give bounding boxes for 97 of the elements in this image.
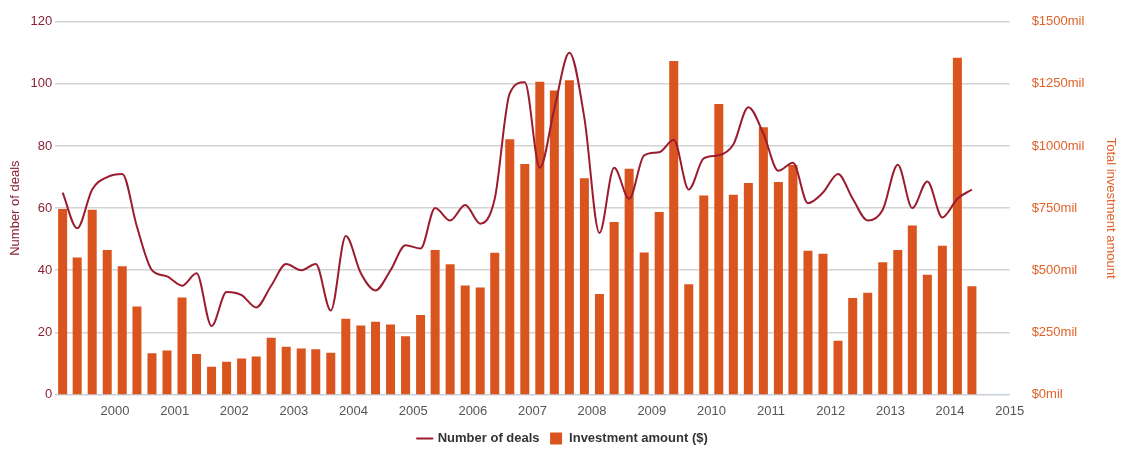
bar xyxy=(907,225,917,395)
bar xyxy=(609,222,619,395)
bar xyxy=(564,80,574,395)
y-tick-label: 40 xyxy=(37,261,53,277)
bar xyxy=(72,257,82,395)
bar xyxy=(490,252,500,395)
bar xyxy=(863,292,873,395)
x-tick-label: 2004 xyxy=(339,402,368,418)
x-tick-label: 2006 xyxy=(458,402,488,418)
y-tick-label: 100 xyxy=(30,75,53,91)
x-tick-label: 2014 xyxy=(935,402,965,418)
bar xyxy=(937,245,947,395)
y-tick-label: 80 xyxy=(37,137,53,153)
x-tick-label: 2013 xyxy=(875,402,905,418)
bar xyxy=(475,287,485,395)
bar xyxy=(281,346,291,395)
x-tick-label: 2015 xyxy=(995,402,1025,418)
y2-tick-label: $0mil xyxy=(1031,385,1063,401)
bar xyxy=(803,250,813,395)
y-tick-label: 60 xyxy=(37,199,53,215)
bar xyxy=(788,164,798,395)
x-tick-label: 2003 xyxy=(279,402,309,418)
x-tick-label: 2000 xyxy=(100,402,130,418)
bar xyxy=(371,321,381,395)
y-axis-title: Number of deals xyxy=(7,159,23,256)
bar xyxy=(58,209,68,395)
y2-axis-title: Total investment amount xyxy=(1103,137,1119,279)
bar xyxy=(430,250,440,395)
legend-label: Number of deals xyxy=(437,430,540,446)
bar xyxy=(549,90,559,395)
legend-label: Investment amount ($) xyxy=(569,430,708,446)
bar xyxy=(714,104,724,395)
bar xyxy=(207,366,217,395)
bar xyxy=(967,286,977,395)
bar xyxy=(535,81,545,395)
bar xyxy=(654,212,664,395)
x-tick-label: 2009 xyxy=(637,402,667,418)
bar xyxy=(818,253,828,395)
bar xyxy=(222,361,232,395)
x-tick-label: 2007 xyxy=(518,402,547,418)
bar xyxy=(684,284,694,395)
bar xyxy=(102,250,112,395)
bar xyxy=(132,306,142,395)
y-tick-label: 20 xyxy=(37,323,53,339)
x-tick-label: 2010 xyxy=(696,402,726,418)
bar xyxy=(341,318,351,395)
bar xyxy=(237,358,247,395)
bar xyxy=(162,350,172,395)
bar xyxy=(878,262,888,395)
bar xyxy=(639,252,649,395)
bar xyxy=(505,139,515,395)
bar xyxy=(669,61,679,395)
bar xyxy=(848,298,858,395)
y2-tick-label: $750mil xyxy=(1031,199,1078,215)
bar xyxy=(445,264,455,395)
x-tick-label: 2001 xyxy=(160,402,190,418)
bar xyxy=(311,349,321,395)
bar xyxy=(266,337,276,395)
bar xyxy=(758,127,768,395)
y2-tick-label: $250mil xyxy=(1031,323,1078,339)
bar xyxy=(624,168,634,395)
bar xyxy=(401,336,411,395)
bar xyxy=(833,340,843,395)
y2-tick-label: $1250mil xyxy=(1031,75,1085,91)
bar xyxy=(922,274,932,395)
bar xyxy=(460,285,470,395)
x-tick-label: 2008 xyxy=(577,402,607,418)
bar xyxy=(893,250,903,395)
bar xyxy=(416,314,426,395)
bar xyxy=(579,178,589,395)
bar xyxy=(356,325,366,395)
bar xyxy=(386,324,396,395)
bar xyxy=(326,352,336,395)
y2-tick-label: $1000mil xyxy=(1031,137,1085,153)
bar xyxy=(177,297,187,395)
bar xyxy=(296,348,306,395)
bar xyxy=(594,294,604,395)
bar xyxy=(520,163,530,395)
x-tick-label: 2002 xyxy=(219,402,249,418)
y2-tick-label: $500mil xyxy=(1031,261,1078,277)
bar xyxy=(117,266,127,395)
y2-tick-label: $1500mil xyxy=(1031,13,1085,29)
x-tick-label: 2011 xyxy=(757,402,786,418)
bar xyxy=(251,356,261,395)
x-tick-label: 2012 xyxy=(816,402,846,418)
bar xyxy=(743,183,753,395)
bar xyxy=(773,182,783,395)
x-tick-label: 2005 xyxy=(398,402,428,418)
bar xyxy=(147,353,157,395)
bar xyxy=(952,57,962,395)
bar xyxy=(87,209,97,395)
y-tick-label: 120 xyxy=(30,13,53,29)
bar xyxy=(728,194,738,395)
y-tick-label: 0 xyxy=(45,385,53,401)
bar xyxy=(699,195,709,395)
line-series xyxy=(61,51,973,328)
bar xyxy=(192,353,202,395)
